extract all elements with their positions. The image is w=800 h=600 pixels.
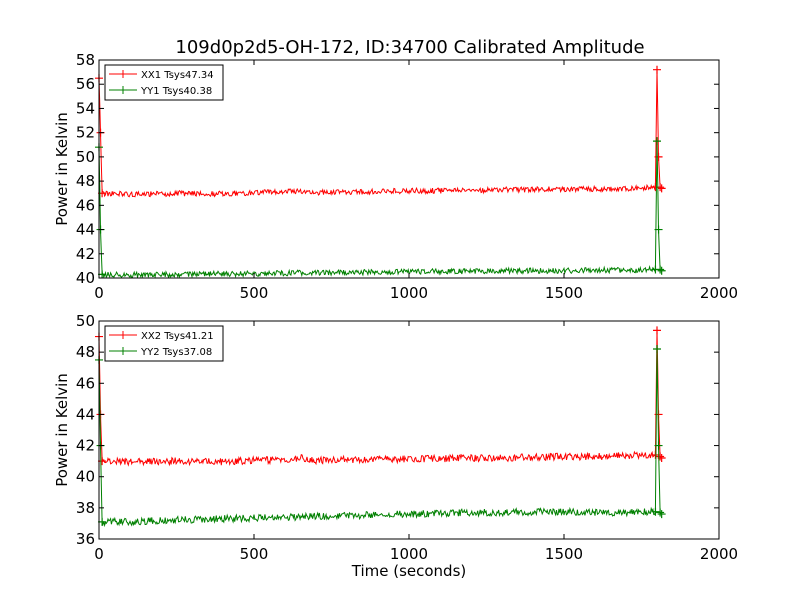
y-tick-label: 52 xyxy=(76,124,95,142)
legend-swatch-marker xyxy=(119,70,127,78)
y-tick-label: 50 xyxy=(76,312,95,330)
series-line-1 xyxy=(98,69,662,198)
series-marker xyxy=(651,507,660,516)
y-tick-label: 46 xyxy=(76,196,95,214)
x-tick-label: 1000 xyxy=(390,545,428,563)
y-axis-label: Power in Kelvin xyxy=(53,373,71,487)
x-tick-label: 2000 xyxy=(700,284,738,302)
series-marker xyxy=(653,326,661,335)
y-tick-label: 40 xyxy=(76,468,95,486)
series-marker xyxy=(654,225,663,234)
series-marker xyxy=(656,265,665,274)
y-tick-label: 54 xyxy=(76,99,95,117)
figure-title: 109d0p2d5-OH-172, ID:34700 Calibrated Am… xyxy=(175,37,644,58)
legend-box xyxy=(104,325,224,362)
series-marker xyxy=(653,65,661,74)
x-tick-label: 0 xyxy=(94,284,104,302)
y-tick-label: 58 xyxy=(76,51,95,69)
series-marker xyxy=(657,510,666,519)
series-line-1 xyxy=(98,330,662,467)
legend-label: XX1 Tsys47.34 xyxy=(141,70,214,81)
x-tick-label: 0 xyxy=(94,545,104,563)
series-line-2 xyxy=(98,141,662,279)
x-tick-label: 1500 xyxy=(545,284,583,302)
legend-swatch-marker xyxy=(119,331,127,339)
legend: XX1 Tsys47.34 YY1 Tsys40.38 xyxy=(104,64,224,101)
y-axis-label: Power in Kelvin xyxy=(53,112,71,226)
x-tick-label: 1000 xyxy=(390,284,428,302)
series-marker xyxy=(657,184,666,193)
legend-label: YY1 Tsys40.38 xyxy=(140,86,212,97)
y-tick-label: 50 xyxy=(76,148,95,166)
series-marker xyxy=(653,137,661,146)
legend-swatch-marker xyxy=(119,347,127,355)
y-tick-label: 48 xyxy=(76,343,95,361)
legend: XX2 Tsys41.21 YY2 Tsys37.08 xyxy=(104,325,224,362)
y-tick-label: 44 xyxy=(76,221,95,239)
series-marker xyxy=(656,508,665,517)
x-tick-label: 500 xyxy=(240,545,269,563)
y-tick-label: 44 xyxy=(76,405,95,423)
x-tick-label: 500 xyxy=(240,284,269,302)
y-tick-label: 36 xyxy=(76,530,95,548)
x-tick-label: 2000 xyxy=(700,545,738,563)
series-line-2 xyxy=(98,348,662,528)
legend-box xyxy=(104,64,224,101)
series-marker xyxy=(653,345,661,354)
legend-label: XX2 Tsys41.21 xyxy=(141,331,214,342)
y-tick-label: 46 xyxy=(76,374,95,392)
y-tick-label: 42 xyxy=(76,437,95,455)
x-axis-label: Time (seconds) xyxy=(351,562,467,580)
y-tick-label: 38 xyxy=(76,499,95,517)
y-tick-label: 56 xyxy=(76,75,95,93)
subplot-top: 0 500 1000 1500 2000 40 42 44 46 48 50 52 54 56 58 Powe… xyxy=(53,51,738,302)
legend-swatch-marker xyxy=(119,86,127,94)
subplot-bottom: 0 500 1000 1500 2000 36 38 40 42 44 46 48 50 Power in… xyxy=(53,312,738,580)
series-marker xyxy=(657,266,666,275)
x-tick-label: 1500 xyxy=(545,545,583,563)
y-tick-label: 42 xyxy=(76,245,95,263)
series-marker xyxy=(654,152,663,161)
series-marker xyxy=(656,452,665,461)
series-marker xyxy=(654,441,663,450)
y-tick-label: 48 xyxy=(76,172,95,190)
y-tick-label: 40 xyxy=(76,269,95,287)
legend-label: YY2 Tsys37.08 xyxy=(140,347,212,358)
